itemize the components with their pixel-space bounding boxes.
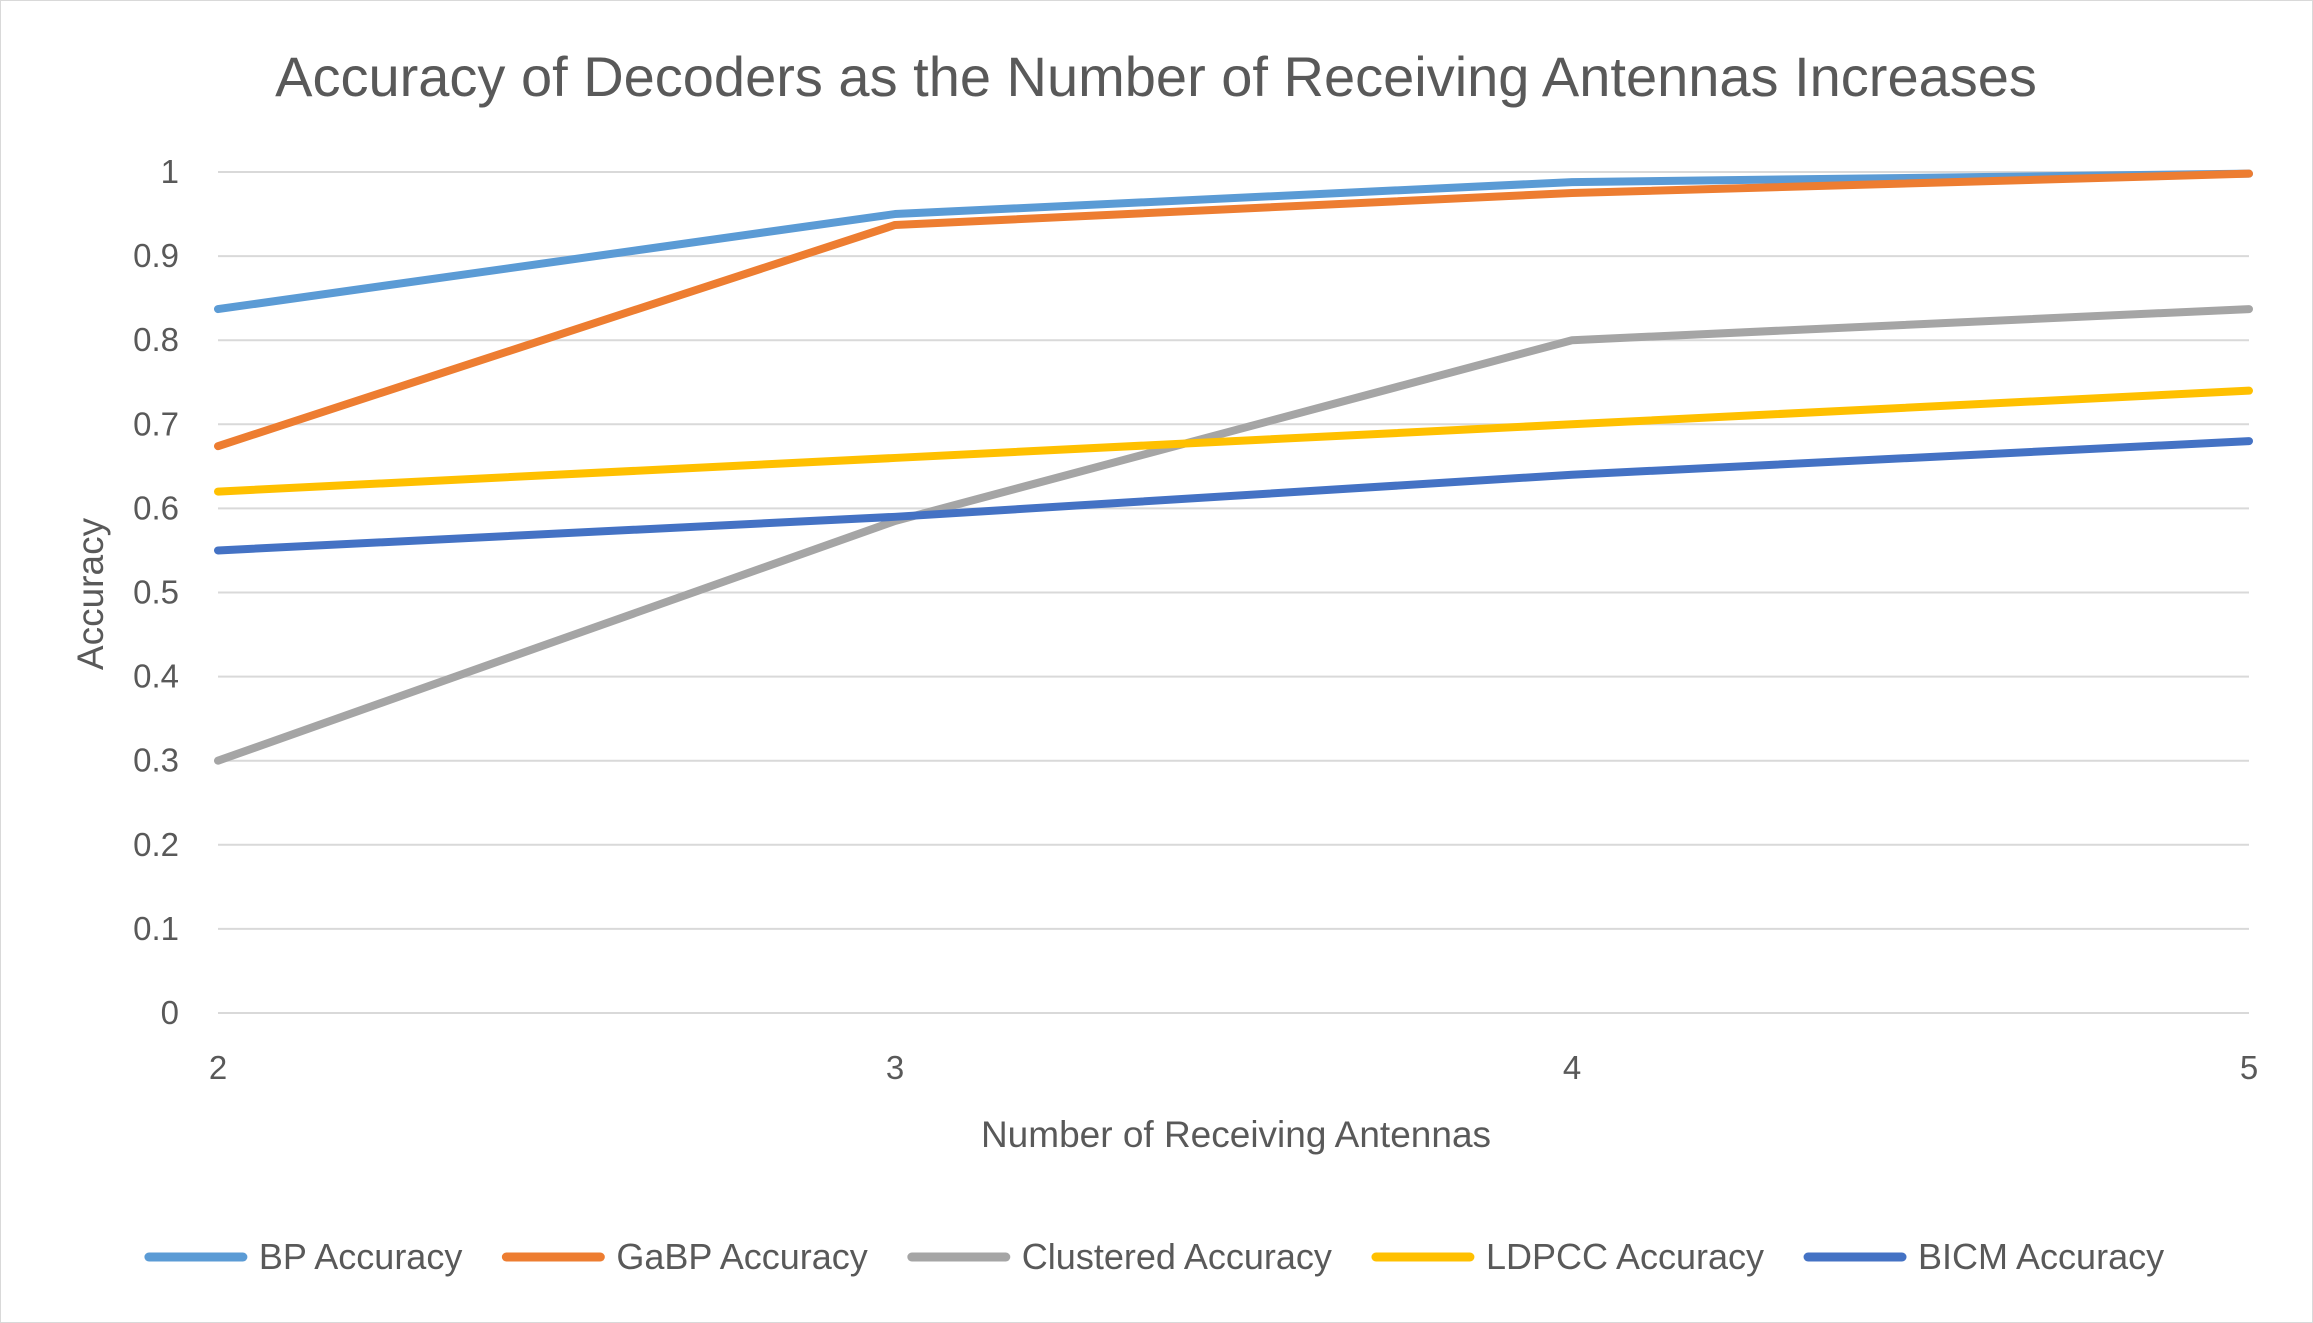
gridlines [218, 171, 2249, 1014]
legend-label: BP Accuracy [259, 1236, 462, 1277]
y-tick-label: 0.8 [133, 321, 179, 358]
x-tick-label: 2 [209, 1049, 227, 1086]
y-tick-label: 0.5 [133, 574, 179, 611]
series-line-bicm-accuracy [214, 437, 2253, 555]
x-tick-label: 3 [886, 1049, 904, 1086]
legend-item-clustered-accuracy: Clustered Accuracy [907, 1236, 1332, 1277]
series-line-gabp-accuracy [214, 169, 2253, 451]
x-tick-label: 4 [1563, 1049, 1581, 1086]
series-line-clustered-accuracy [214, 305, 2253, 765]
legend-label: LDPCC Accuracy [1486, 1236, 1764, 1277]
legend-label: GaBP Accuracy [616, 1236, 867, 1277]
y-tick-label: 1 [161, 153, 179, 190]
y-tick-label: 0.7 [133, 405, 179, 442]
series-line-ldpcc-accuracy [214, 386, 2253, 496]
legend-item-bicm-accuracy: BICM Accuracy [1803, 1236, 2164, 1277]
chart-title: Accuracy of Decoders as the Number of Re… [275, 45, 2037, 108]
x-axis-title: Number of Receiving Antennas [981, 1114, 1491, 1155]
legend-item-bp-accuracy: BP Accuracy [144, 1236, 462, 1277]
y-axis-title: Accuracy [70, 517, 111, 670]
series-lines [214, 169, 2253, 765]
y-tick-label: 0.6 [133, 489, 179, 526]
y-tick-label: 0 [161, 994, 179, 1031]
y-tick-label: 0.1 [133, 910, 179, 947]
legend-item-ldpcc-accuracy: LDPCC Accuracy [1371, 1236, 1764, 1277]
legend-label: Clustered Accuracy [1022, 1236, 1332, 1277]
x-tick-label: 5 [2240, 1049, 2258, 1086]
y-axis-ticks: 0 0.1 0.2 0.3 0.4 0.5 0.6 0.7 0.8 0.9 1 [133, 153, 179, 1031]
legend: BP Accuracy GaBP Accuracy Clustered Accura… [144, 1236, 2164, 1277]
y-tick-label: 0.9 [133, 237, 179, 274]
y-tick-label: 0.4 [133, 658, 179, 695]
x-axis-ticks: 2 3 4 5 [209, 1049, 2258, 1086]
y-tick-label: 0.3 [133, 742, 179, 779]
legend-item-gabp-accuracy: GaBP Accuracy [501, 1236, 868, 1277]
legend-label: BICM Accuracy [1918, 1236, 2164, 1277]
series-line-bp-accuracy [214, 169, 2253, 314]
y-tick-label: 0.2 [133, 826, 179, 863]
